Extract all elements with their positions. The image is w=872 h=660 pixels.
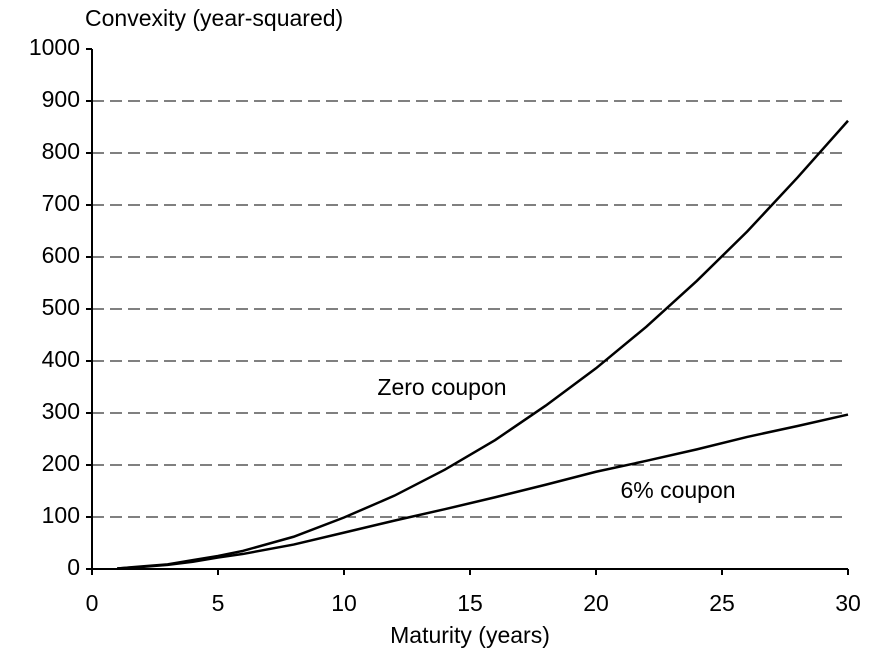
y-tick-label: 400 (42, 346, 80, 372)
line-series (117, 413, 849, 570)
y-tick-label: 200 (42, 450, 80, 476)
y-tick-label: 800 (42, 138, 80, 164)
y-tick-label: 300 (42, 398, 80, 424)
line-series (117, 119, 849, 570)
x-axis-label: Maturity (years) (390, 622, 550, 648)
x-tick-label: 25 (709, 590, 735, 616)
y-tick-label: 100 (42, 502, 80, 528)
y-tick-label: 900 (42, 86, 80, 112)
y-tick-label: 500 (42, 294, 80, 320)
annotation: Zero coupon (377, 374, 506, 400)
y-tick-label: 600 (42, 242, 80, 268)
y-tick-label: 1000 (29, 34, 80, 60)
y-axis-label: Convexity (year-squared) (85, 5, 343, 31)
y-tick-label: 700 (42, 190, 80, 216)
x-tick-label: 20 (583, 590, 609, 616)
x-tick-label: 10 (331, 590, 357, 616)
x-tick-label: 0 (86, 590, 99, 616)
x-tick-label: 15 (457, 590, 483, 616)
x-tick-label: 5 (212, 590, 225, 616)
annotation: 6% coupon (620, 477, 735, 503)
x-tick-label: 30 (835, 590, 861, 616)
y-tick-label: 0 (67, 554, 80, 580)
